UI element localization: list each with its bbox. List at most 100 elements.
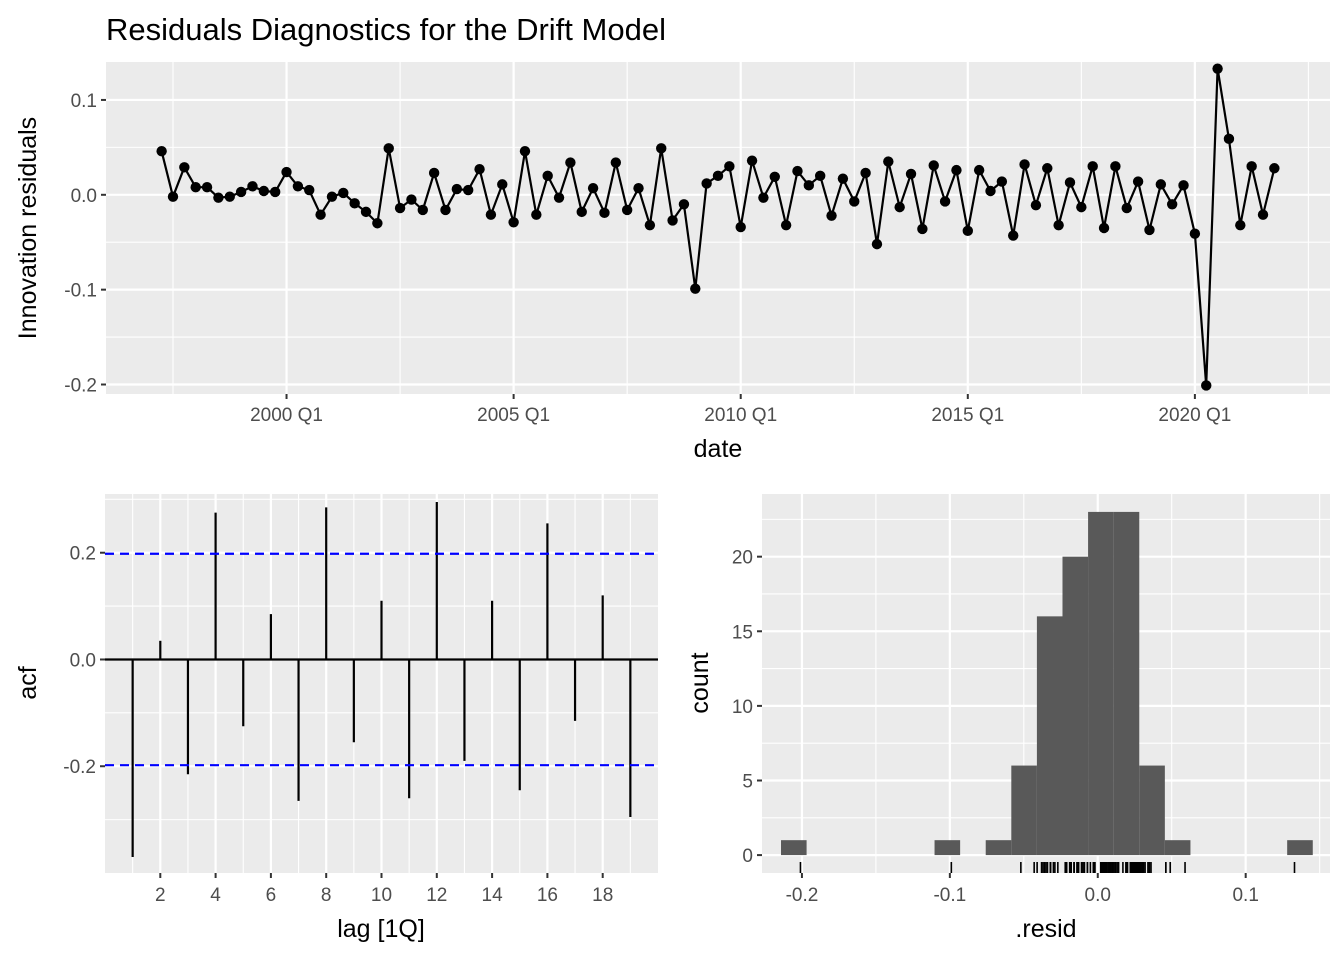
residual-point bbox=[1166, 199, 1178, 210]
residual-point bbox=[269, 186, 281, 198]
acf-x-tick-label: 8 bbox=[321, 885, 332, 906]
histogram-y-tick-label: 20 bbox=[732, 548, 753, 569]
residual-point bbox=[406, 194, 417, 205]
residual-point bbox=[281, 166, 292, 178]
residual-point bbox=[860, 167, 871, 179]
histogram-bar bbox=[1139, 765, 1165, 856]
histogram-y-tick-label: 5 bbox=[742, 771, 753, 792]
residual-point bbox=[1155, 179, 1167, 190]
histogram-bar bbox=[1287, 840, 1313, 856]
timeplot-y-tick-label: -0.2 bbox=[64, 376, 97, 397]
residual-point bbox=[1030, 200, 1042, 211]
residual-point bbox=[973, 164, 985, 176]
acf-x-tick-label: 10 bbox=[371, 885, 392, 906]
histogram-y-tick-label: 0 bbox=[742, 846, 753, 867]
acf-x-tick-label: 6 bbox=[266, 885, 277, 906]
residual-point bbox=[1042, 163, 1053, 174]
chart-title: Residuals Diagnostics for the Drift Mode… bbox=[106, 12, 666, 47]
histogram-x-tick-label: 0.1 bbox=[1232, 885, 1258, 906]
timeplot-gridlines bbox=[106, 62, 1330, 394]
residual-point bbox=[826, 210, 837, 221]
residual-point bbox=[1076, 201, 1087, 213]
residual-point bbox=[633, 182, 644, 194]
residual-point bbox=[1235, 219, 1246, 231]
residual-point bbox=[735, 221, 746, 233]
residual-point bbox=[167, 191, 179, 202]
histogram-y-ticks: 0 5 10 15 20 bbox=[732, 548, 762, 867]
residual-point bbox=[837, 173, 849, 184]
residual-point bbox=[156, 145, 167, 157]
acf-plot: 2 4 6 8 10 12 14 16 18 -0.2 0.0 0.2 lag [1Q] acf bbox=[14, 494, 658, 943]
residual-point bbox=[258, 185, 270, 197]
residual-point bbox=[1008, 230, 1019, 241]
histogram-bar bbox=[781, 840, 807, 856]
residual-point bbox=[1223, 133, 1235, 145]
residual-point bbox=[962, 225, 973, 237]
residual-point bbox=[985, 185, 996, 197]
residual-point bbox=[769, 171, 780, 182]
acf-x-tick-label: 12 bbox=[426, 885, 447, 906]
residual-point bbox=[814, 170, 826, 182]
residual-point bbox=[440, 204, 451, 216]
acf-y-ticks: -0.2 0.0 0.2 bbox=[63, 544, 105, 778]
residual-point bbox=[939, 196, 951, 207]
acf-x-tick-label: 14 bbox=[482, 885, 504, 906]
residual-point bbox=[849, 196, 860, 207]
histogram-y-tick-label: 15 bbox=[732, 622, 753, 643]
histogram-bar bbox=[1062, 556, 1089, 856]
residual-point bbox=[519, 145, 531, 157]
residual-point bbox=[803, 180, 815, 191]
residual-point bbox=[190, 182, 201, 193]
residual-point bbox=[871, 238, 883, 250]
acf-y-tick-label: -0.2 bbox=[63, 757, 96, 778]
histogram-bar bbox=[985, 840, 1012, 856]
histogram-bar bbox=[1113, 511, 1140, 856]
residual-point bbox=[451, 183, 463, 195]
timeplot-y-tick-label: 0.0 bbox=[71, 186, 97, 207]
residual-point bbox=[758, 192, 769, 203]
acf-y-axis-title: acf bbox=[14, 666, 42, 699]
residual-point bbox=[667, 215, 678, 226]
acf-x-axis-title: lag [1Q] bbox=[337, 915, 425, 943]
residual-point bbox=[928, 160, 939, 171]
residual-point bbox=[292, 181, 304, 192]
acf-y-tick-label: 0.0 bbox=[70, 650, 96, 671]
residual-point bbox=[1212, 63, 1223, 74]
histogram-rug bbox=[799, 862, 1296, 873]
residual-point bbox=[497, 179, 508, 190]
residual-point bbox=[701, 178, 712, 189]
residual-point bbox=[474, 163, 485, 175]
residual-point bbox=[542, 170, 553, 182]
residual-point bbox=[996, 176, 1008, 187]
residual-point bbox=[394, 202, 406, 214]
residual-point bbox=[1121, 202, 1132, 214]
residual-point bbox=[1257, 209, 1269, 220]
residual-point bbox=[508, 217, 519, 228]
histogram-x-tick-label: 0.0 bbox=[1085, 885, 1111, 906]
residual-point bbox=[576, 206, 587, 218]
residual-point bbox=[599, 207, 610, 219]
residual-point bbox=[1144, 224, 1155, 236]
residual-point bbox=[553, 192, 565, 203]
residual-point bbox=[1189, 228, 1201, 239]
residuals-timeplot: 2000 Q1 2005 Q1 2010 Q1 2015 Q1 2020 Q1 -0.2… bbox=[14, 62, 1330, 463]
residual-point bbox=[428, 167, 440, 179]
histogram-x-tick-label: -0.1 bbox=[933, 885, 966, 906]
histogram-bar bbox=[934, 840, 961, 856]
acf-x-tick-label: 2 bbox=[155, 885, 166, 906]
residual-point bbox=[531, 209, 542, 220]
timeplot-x-tick-label: 2020 Q1 bbox=[1158, 405, 1231, 426]
residual-point bbox=[485, 209, 497, 220]
acf-y-tick-label: 0.2 bbox=[70, 544, 96, 565]
residual-point bbox=[349, 198, 360, 209]
histogram-x-axis-title: .resid bbox=[1015, 915, 1076, 943]
histogram-bar bbox=[1164, 840, 1191, 856]
timeplot-x-tick-label: 2010 Q1 bbox=[704, 405, 777, 426]
residual-point bbox=[746, 155, 758, 166]
residual-point bbox=[656, 143, 667, 154]
residual-point bbox=[201, 182, 213, 193]
residual-point bbox=[247, 181, 258, 192]
timeplot-x-ticks: 2000 Q1 2005 Q1 2010 Q1 2015 Q1 2020 Q1 bbox=[250, 394, 1231, 426]
